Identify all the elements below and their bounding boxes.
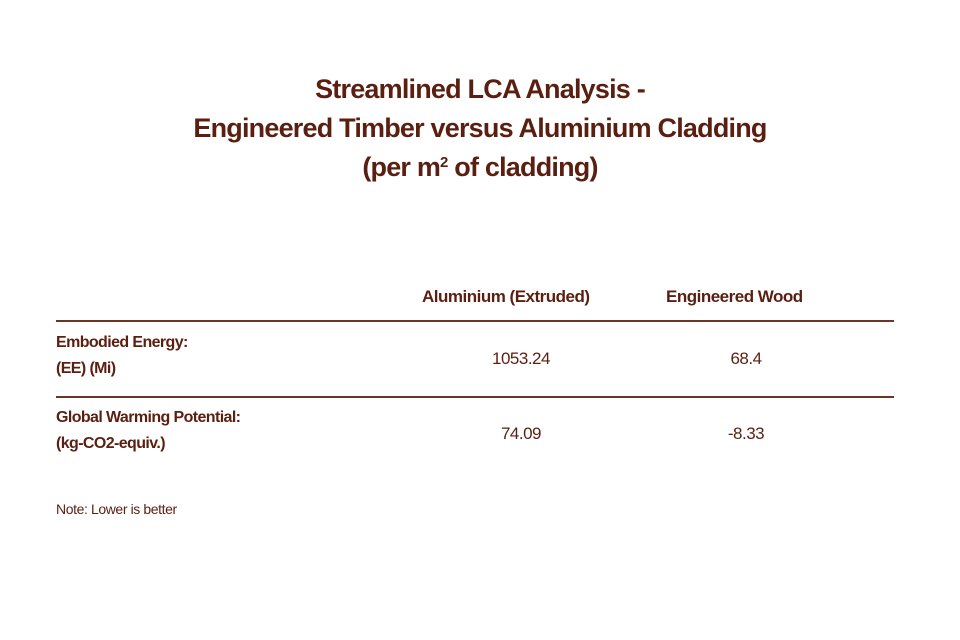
page-title: Streamlined LCA Analysis - Engineered Ti… [0,70,960,187]
footnote: Note: Lower is better [56,501,177,517]
row-label-line-2: (EE) (Mi) [56,360,116,377]
header-divider [56,320,894,322]
title-line-3: (per m2 of cladding) [0,148,960,187]
row-label-global-warming-potential: Global Warming Potential: (kg-CO2-equiv.… [56,405,241,457]
cell-wood-gwp: -8.33 [727,424,765,443]
column-header-aluminium: Aluminium (Extruded) [422,287,590,306]
cell-wood-embodied-energy: 68.4 [730,349,762,368]
title-line-3-suffix: of cladding) [447,152,598,182]
row-label-line-2: (kg-CO2-equiv.) [56,435,166,452]
cell-aluminium-embodied-energy: 1053.24 [492,349,550,368]
column-header-engineered-wood: Engineered Wood [666,287,803,306]
row-label-line-1: Embodied Energy: [56,334,188,351]
cell-aluminium-gwp: 74.09 [500,424,542,443]
superscript-2: 2 [440,154,448,171]
row-label-line-1: Global Warming Potential: [56,409,241,426]
title-line-3-prefix: (per m [362,152,441,182]
title-line-2: Engineered Timber versus Aluminium Cladd… [193,113,767,143]
row-label-embodied-energy: Embodied Energy: (EE) (Mi) [56,330,188,382]
row-divider [56,396,894,398]
title-line-1: Streamlined LCA Analysis - [315,74,646,104]
